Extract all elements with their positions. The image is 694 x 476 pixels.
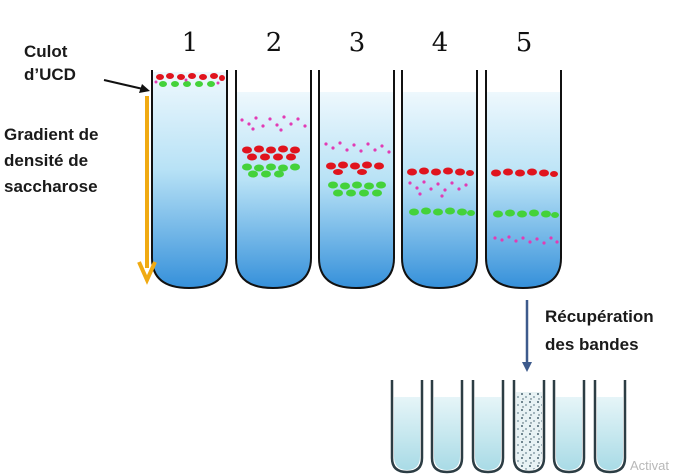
tube-number-2: 2 xyxy=(265,28,283,58)
tube-5-green-band xyxy=(493,209,559,218)
small-tube-2 xyxy=(430,380,464,474)
tube-number-4: 4 xyxy=(431,28,449,58)
gradient-label-line3: saccharose xyxy=(4,177,98,196)
tube-2-green-band xyxy=(242,163,300,178)
tube-4-green-band xyxy=(409,207,475,216)
recovery-label-line1: Récupération xyxy=(545,307,654,326)
tube-4-red-band xyxy=(407,167,474,176)
tube-1 xyxy=(151,70,228,290)
tube-4-pink-band xyxy=(408,180,468,198)
recovery-label-line2: des bandes xyxy=(545,335,639,354)
tube-5-red-band xyxy=(491,168,558,177)
small-tube-1 xyxy=(390,380,424,474)
small-tube-3 xyxy=(471,380,505,474)
tube-4 xyxy=(401,70,478,290)
tube-3-green-band xyxy=(328,181,386,197)
tube-number-3: 3 xyxy=(348,28,366,58)
tube-3-pink-band xyxy=(324,141,391,154)
small-tube-4-speckled xyxy=(512,380,546,474)
activation-watermark: Activat xyxy=(630,458,670,473)
small-tube-6 xyxy=(593,380,627,474)
gradient-label-line1: Gradient de xyxy=(4,125,99,144)
small-tube-5 xyxy=(552,380,586,474)
tube-number-5: 5 xyxy=(515,28,533,58)
tube-3-red-band xyxy=(326,161,384,175)
gradient-arrow xyxy=(137,96,157,285)
small-tubes xyxy=(390,380,627,474)
tube-5 xyxy=(485,70,562,290)
tube-2-red-band xyxy=(242,145,300,161)
tube-2 xyxy=(235,70,312,290)
pellet-pointer-arrow xyxy=(103,79,150,93)
tube-5-pink-band xyxy=(493,235,559,245)
tube-3 xyxy=(318,70,395,290)
culot-label-line2: d’UCD xyxy=(24,65,76,84)
tube-2-pink-band xyxy=(240,115,307,132)
recovery-arrow xyxy=(522,300,532,372)
ucd-pellet xyxy=(154,73,225,87)
culot-label-line1: Culot xyxy=(24,42,68,61)
tube-number-1: 1 xyxy=(181,28,199,58)
gradient-label-line2: densité de xyxy=(4,151,89,170)
